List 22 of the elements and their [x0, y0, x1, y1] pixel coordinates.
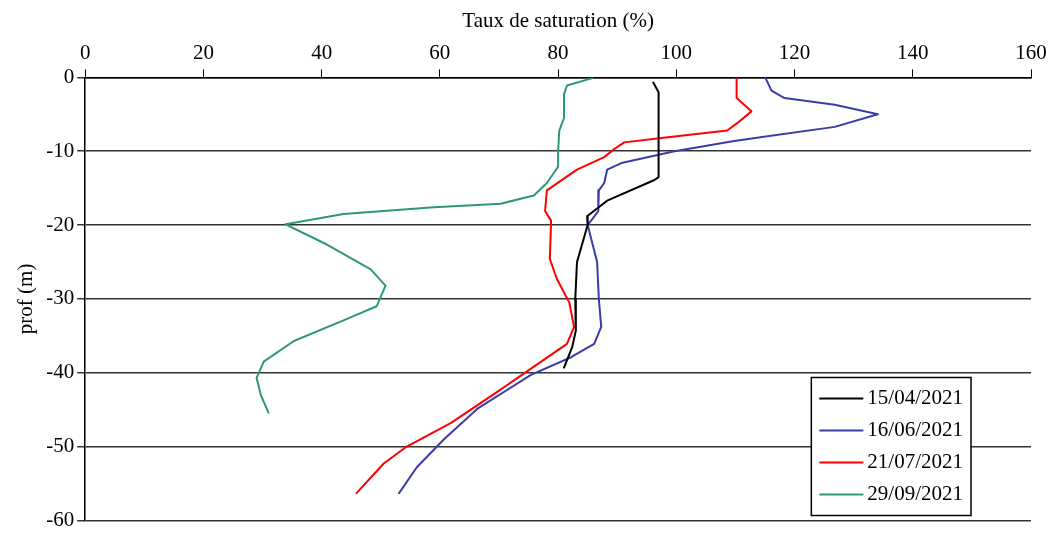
- y-tick-label: -50: [46, 433, 75, 458]
- legend-label: 21/07/2021: [867, 448, 963, 473]
- legend-label: 15/04/2021: [867, 384, 963, 409]
- y-tick-label: 0: [63, 63, 75, 88]
- x-tick-label: 120: [778, 40, 811, 65]
- x-tick-label: 160: [1015, 40, 1047, 65]
- y-tick-label: -10: [46, 137, 75, 162]
- y-tick-label: -30: [46, 285, 75, 310]
- x-tick-label: 140: [897, 40, 929, 65]
- x-tick-label: 20: [192, 40, 214, 65]
- y-axis-title: prof (m): [13, 263, 38, 335]
- x-tick-label: 0: [79, 40, 91, 65]
- x-tick-label: 60: [429, 40, 451, 65]
- x-tick-label: 40: [311, 40, 333, 65]
- y-tick-label: -60: [46, 506, 75, 531]
- x-tick-label: 80: [547, 40, 569, 65]
- legend-label: 29/09/2021: [867, 480, 963, 505]
- y-tick-label: -20: [46, 211, 75, 236]
- x-axis-title: Taux de saturation (%): [462, 8, 654, 33]
- y-tick-label: -40: [46, 359, 75, 384]
- x-tick-label: 100: [660, 40, 693, 65]
- legend-label: 16/06/2021: [867, 416, 963, 441]
